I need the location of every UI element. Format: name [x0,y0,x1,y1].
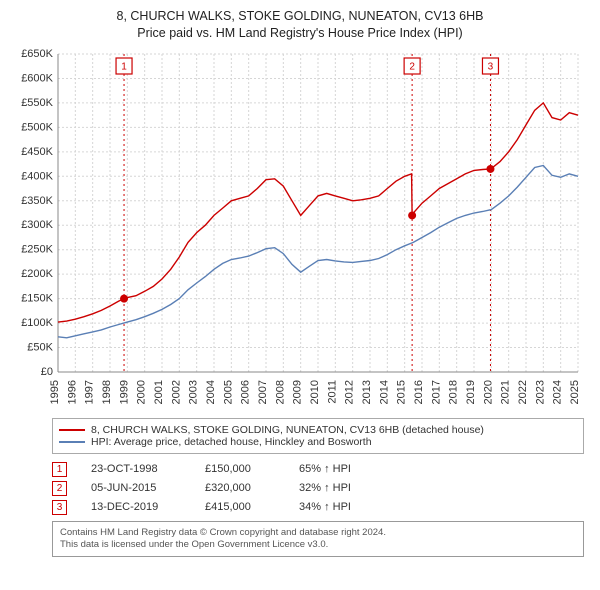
chart-container: 8, CHURCH WALKS, STOKE GOLDING, NUNEATON… [0,0,600,563]
svg-text:2017: 2017 [430,380,442,404]
sales-row: 3 13-DEC-2019 £415,000 34% ↑ HPI [52,500,584,515]
svg-text:2: 2 [409,61,415,72]
svg-text:£300K: £300K [21,219,53,231]
sale-delta: 65% ↑ HPI [299,463,351,475]
svg-text:2001: 2001 [153,380,165,404]
svg-text:2013: 2013 [361,380,373,404]
sale-price: £320,000 [205,482,275,494]
svg-text:2019: 2019 [465,380,477,404]
svg-text:2016: 2016 [413,380,425,404]
sale-date: 05-JUN-2015 [91,482,181,494]
svg-text:£100K: £100K [21,317,53,329]
legend: 8, CHURCH WALKS, STOKE GOLDING, NUNEATON… [52,418,584,454]
svg-text:2022: 2022 [517,380,529,404]
svg-text:£550K: £550K [21,97,53,109]
svg-text:2018: 2018 [448,380,460,404]
plot-svg: £0 £50K £100K £150K £200K £250K £300K £350K £400… [10,48,590,408]
sale-marker: 1 [52,462,67,477]
svg-text:2023: 2023 [534,380,546,404]
sale-delta: 34% ↑ HPI [299,501,351,513]
sale-price: £150,000 [205,463,275,475]
plot-area: £0 £50K £100K £150K £200K £250K £300K £350K £400… [10,48,590,408]
svg-text:£250K: £250K [21,243,53,255]
svg-text:2007: 2007 [257,380,269,404]
svg-text:£200K: £200K [21,268,53,280]
sale-date: 23-OCT-1998 [91,463,181,475]
svg-text:2006: 2006 [240,380,252,404]
footer-line-2: This data is licensed under the Open Gov… [60,539,576,551]
legend-item-hpi: HPI: Average price, detached house, Hinc… [59,436,577,448]
svg-text:2025: 2025 [569,380,581,404]
svg-text:1996: 1996 [66,380,78,404]
sale-marker: 3 [52,500,67,515]
legend-label-hpi: HPI: Average price, detached house, Hinc… [91,436,372,448]
svg-text:1: 1 [121,61,127,72]
svg-text:2009: 2009 [292,380,304,404]
sales-row: 2 05-JUN-2015 £320,000 32% ↑ HPI [52,481,584,496]
sale-price: £415,000 [205,501,275,513]
svg-text:£650K: £650K [21,48,53,60]
legend-label-property: 8, CHURCH WALKS, STOKE GOLDING, NUNEATON… [91,424,484,436]
svg-text:2020: 2020 [482,380,494,404]
svg-text:2003: 2003 [188,380,200,404]
svg-text:£400K: £400K [21,170,53,182]
sale-marker: 2 [52,481,67,496]
svg-text:2000: 2000 [136,380,148,404]
legend-item-property: 8, CHURCH WALKS, STOKE GOLDING, NUNEATON… [59,424,577,436]
svg-text:2008: 2008 [274,380,286,404]
svg-text:£350K: £350K [21,195,53,207]
svg-text:£150K: £150K [21,292,53,304]
title-line-1: 8, CHURCH WALKS, STOKE GOLDING, NUNEATON… [10,8,590,25]
svg-text:£450K: £450K [21,146,53,158]
svg-text:3: 3 [488,61,494,72]
svg-text:1997: 1997 [84,380,96,404]
sales-row: 1 23-OCT-1998 £150,000 65% ↑ HPI [52,462,584,477]
sales-table: 1 23-OCT-1998 £150,000 65% ↑ HPI 2 05-JUN-201… [52,462,584,515]
sale-delta: 32% ↑ HPI [299,482,351,494]
svg-text:2005: 2005 [222,380,234,404]
svg-text:2004: 2004 [205,380,217,404]
svg-text:£50K: £50K [27,341,53,353]
sale-date: 13-DEC-2019 [91,501,181,513]
footer: Contains HM Land Registry data © Crown c… [52,521,584,558]
svg-text:£500K: £500K [21,121,53,133]
svg-text:2011: 2011 [326,380,338,404]
svg-text:1999: 1999 [118,380,130,404]
svg-text:2012: 2012 [344,380,356,404]
svg-text:1995: 1995 [49,380,61,404]
svg-text:£0: £0 [41,366,53,378]
title-block: 8, CHURCH WALKS, STOKE GOLDING, NUNEATON… [10,8,590,42]
title-line-2: Price paid vs. HM Land Registry's House … [10,25,590,42]
svg-text:£600K: £600K [21,72,53,84]
svg-text:2002: 2002 [170,380,182,404]
svg-text:2014: 2014 [378,380,390,404]
svg-text:2021: 2021 [500,380,512,404]
svg-text:2010: 2010 [309,380,321,404]
svg-text:1998: 1998 [101,380,113,404]
svg-text:2015: 2015 [396,380,408,404]
svg-text:2024: 2024 [552,380,564,404]
footer-line-1: Contains HM Land Registry data © Crown c… [60,527,576,539]
